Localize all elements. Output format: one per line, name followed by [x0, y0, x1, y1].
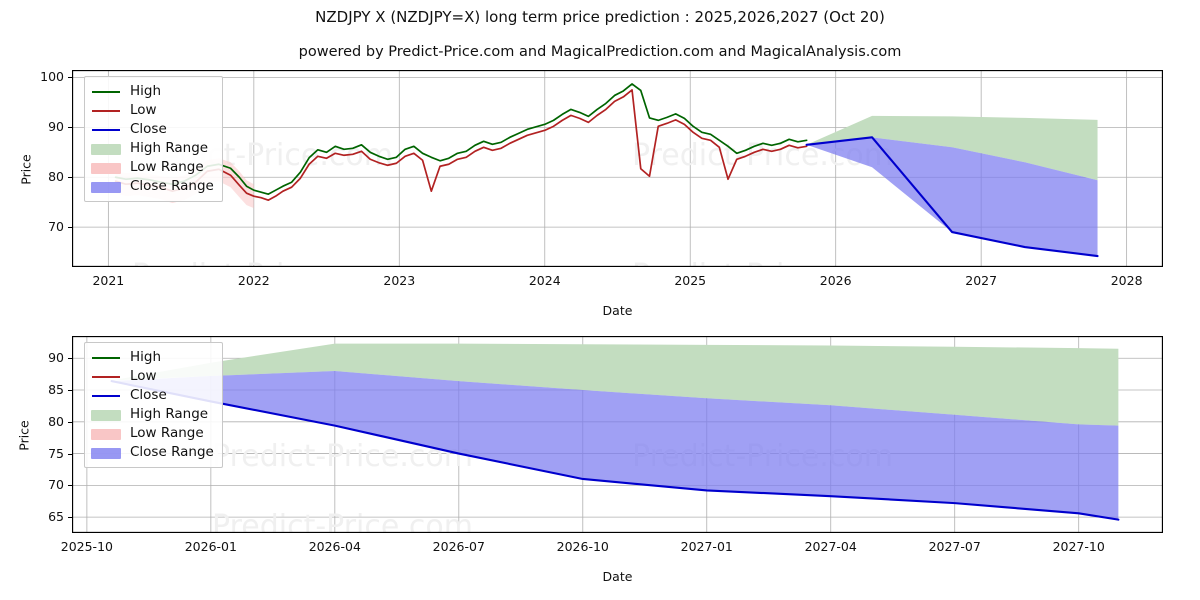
- top-legend-item[interactable]: High Range: [91, 139, 214, 158]
- y-tick-label: 85: [48, 382, 64, 398]
- x-tick-label: 2026-04: [308, 539, 361, 554]
- bottom-x-axis-label: Date: [602, 569, 633, 584]
- legend-item-label: High: [130, 82, 162, 99]
- y-tick-label: 80: [48, 169, 64, 185]
- svg-text:Predict-Price.com: Predict-Price.com: [212, 509, 473, 533]
- x-tick-label: 2026-01: [184, 539, 237, 554]
- x-tick-label: 2022: [237, 273, 270, 288]
- bottom-legend-item[interactable]: Low: [91, 367, 214, 386]
- legend-line-icon: [91, 123, 121, 137]
- x-tick-label: 2027-04: [804, 539, 857, 554]
- top-legend-item[interactable]: High: [91, 82, 214, 101]
- y-tick-label: 90: [48, 119, 64, 135]
- y-tick-mark: [68, 453, 72, 455]
- top-legend-item[interactable]: Low: [91, 101, 214, 120]
- close-range-band: [806, 137, 1098, 257]
- legend-item-label: Low Range: [130, 424, 204, 441]
- y-tick-label: 90: [48, 350, 64, 366]
- low-series-line: [114, 89, 808, 202]
- top-legend-item[interactable]: Low Range: [91, 158, 214, 177]
- close-forecast-line: [110, 380, 1120, 521]
- legend-line-icon: [91, 370, 121, 384]
- y-tick-mark: [68, 127, 72, 129]
- bottom-legend-item[interactable]: High: [91, 348, 214, 367]
- close-range-band: [111, 370, 1119, 520]
- bottom-legend-item[interactable]: Low Range: [91, 424, 214, 443]
- legend-item-label: Low: [130, 101, 157, 118]
- x-tick-label: 2024: [528, 273, 561, 288]
- y-tick-label: 100: [40, 69, 64, 85]
- x-tick-label: 2023: [383, 273, 416, 288]
- legend-patch-icon: [91, 180, 121, 194]
- legend-item-label: Close Range: [130, 177, 214, 194]
- high-range-band: [111, 343, 1119, 426]
- x-tick-label: 2025: [674, 273, 707, 288]
- legend-line-icon: [91, 85, 121, 99]
- top-chart-svg: Predict-Price.comPredict-Price.comPredic…: [72, 70, 1163, 267]
- bottom-legend-item[interactable]: Close: [91, 386, 214, 405]
- legend-item-label: Close: [130, 120, 167, 137]
- legend-line-icon: [91, 104, 121, 118]
- top-x-axis-label: Date: [602, 303, 633, 318]
- page-subtitle: powered by Predict-Price.com and Magical…: [298, 44, 902, 60]
- legend-patch-icon: [91, 142, 121, 156]
- x-tick-label: 2027-01: [680, 539, 733, 554]
- axes-frame: [72, 70, 1163, 267]
- y-tick-mark: [68, 77, 72, 79]
- x-tick-label: 2021: [92, 273, 125, 288]
- x-tick-label: 2026-10: [556, 539, 609, 554]
- bottom-chart-legend: High Low Close High Range Low Range Close Ran…: [84, 342, 223, 468]
- top-chart-legend: High Low Close High Range Low Range Close Ran…: [84, 76, 223, 202]
- page-title: NZDJPY X (NZDJPY=X) long term price pred…: [315, 8, 885, 26]
- y-tick-label: 75: [48, 445, 64, 461]
- legend-patch-icon: [91, 427, 121, 441]
- top-chart-panel: Predict-Price.comPredict-Price.comPredic…: [72, 70, 1163, 267]
- y-tick-mark: [68, 390, 72, 392]
- bottom-chart-panel: Predict-Price.comPredict-Price.comPredic…: [72, 336, 1163, 533]
- legend-item-label: Close Range: [130, 443, 214, 460]
- svg-text:Predict-Price.com: Predict-Price.com: [132, 258, 393, 267]
- legend-patch-icon: [91, 446, 121, 460]
- top-legend-item[interactable]: Close Range: [91, 177, 214, 196]
- y-tick-label: 80: [48, 413, 64, 429]
- high-range-band: [806, 115, 1098, 181]
- x-tick-label: 2025-10: [60, 539, 113, 554]
- legend-item-label: High Range: [130, 405, 209, 422]
- svg-text:Predict-Price.com: Predict-Price.com: [632, 258, 893, 267]
- y-tick-mark: [68, 227, 72, 229]
- legend-line-icon: [91, 351, 121, 365]
- x-tick-label: 2027-10: [1052, 539, 1105, 554]
- y-tick-label: 65: [48, 509, 64, 525]
- legend-item-label: High Range: [130, 139, 209, 156]
- legend-item-label: Close: [130, 386, 167, 403]
- bottom-legend-item[interactable]: Close Range: [91, 443, 214, 462]
- y-tick-label: 70: [48, 219, 64, 235]
- y-tick-mark: [68, 177, 72, 179]
- y-tick-mark: [68, 485, 72, 487]
- legend-patch-icon: [91, 161, 121, 175]
- x-tick-label: 2027: [965, 273, 998, 288]
- legend-patch-icon: [91, 408, 121, 422]
- y-tick-mark: [68, 421, 72, 423]
- close-forecast-line: [805, 136, 1099, 258]
- x-tick-label: 2027-07: [928, 539, 981, 554]
- legend-item-label: High: [130, 348, 162, 365]
- legend-item-label: Low: [130, 367, 157, 384]
- y-tick-mark: [68, 358, 72, 360]
- axes-frame: [72, 336, 1163, 533]
- high-series-line: [114, 83, 808, 196]
- top-legend-item[interactable]: Close: [91, 120, 214, 139]
- y-tick-label: 70: [48, 477, 64, 493]
- bottom-legend-item[interactable]: High Range: [91, 405, 214, 424]
- x-tick-label: 2026: [819, 273, 852, 288]
- legend-line-icon: [91, 389, 121, 403]
- x-tick-label: 2028: [1110, 273, 1143, 288]
- y-tick-mark: [68, 517, 72, 519]
- bottom-chart-svg: Predict-Price.comPredict-Price.comPredic…: [72, 336, 1163, 533]
- legend-item-label: Low Range: [130, 158, 204, 175]
- x-tick-label: 2026-07: [432, 539, 485, 554]
